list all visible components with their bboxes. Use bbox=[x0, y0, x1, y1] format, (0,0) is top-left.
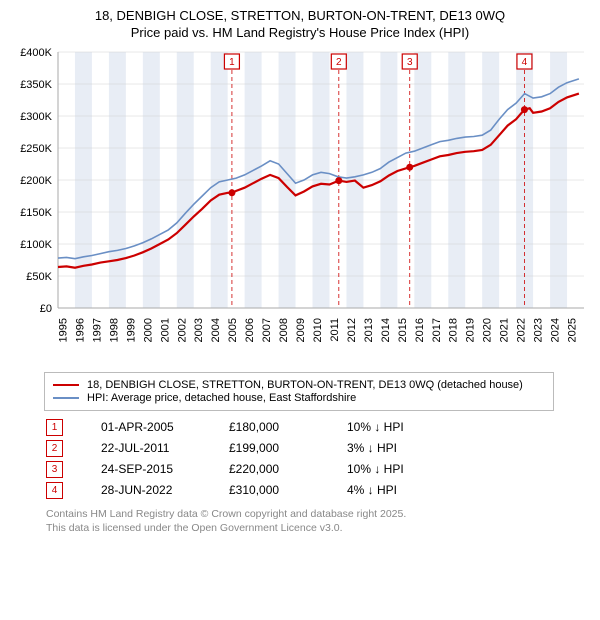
sale-marker-num: 2 bbox=[336, 57, 342, 68]
x-tick-label: 2002 bbox=[176, 318, 188, 342]
x-tick-label: 2019 bbox=[465, 318, 477, 342]
x-tick-label: 1998 bbox=[108, 318, 120, 342]
sales-marker: 3 bbox=[46, 461, 63, 478]
footnote-line-2: This data is licensed under the Open Gov… bbox=[46, 521, 590, 535]
x-tick-label: 1995 bbox=[57, 318, 69, 342]
x-tick-label: 2014 bbox=[380, 318, 392, 342]
x-tick-label: 2013 bbox=[363, 318, 375, 342]
legend-swatch bbox=[53, 384, 79, 386]
x-tick-label: 2011 bbox=[329, 318, 341, 342]
x-tick-label: 2022 bbox=[516, 318, 528, 342]
y-tick-label: £200K bbox=[20, 175, 52, 187]
x-tick-label: 2016 bbox=[414, 318, 426, 342]
title-block: 18, DENBIGH CLOSE, STRETTON, BURTON-ON-T… bbox=[10, 8, 590, 42]
sales-diff: 10% ↓ HPI bbox=[347, 420, 457, 434]
sales-row: 4 28-JUN-2022 £310,000 4% ↓ HPI bbox=[46, 482, 590, 499]
legend-swatch bbox=[53, 397, 79, 399]
title-line-2: Price paid vs. HM Land Registry's House … bbox=[10, 25, 590, 42]
y-tick-label: £150K bbox=[20, 207, 52, 219]
sales-marker: 4 bbox=[46, 482, 63, 499]
sales-marker: 1 bbox=[46, 419, 63, 436]
x-tick-label: 2018 bbox=[448, 318, 460, 342]
sales-marker: 2 bbox=[46, 440, 63, 457]
sales-diff: 10% ↓ HPI bbox=[347, 462, 457, 476]
sale-point bbox=[521, 106, 528, 113]
sales-row: 1 01-APR-2005 £180,000 10% ↓ HPI bbox=[46, 419, 590, 436]
x-tick-label: 2025 bbox=[567, 318, 579, 342]
x-tick-label: 2006 bbox=[244, 318, 256, 342]
legend: 18, DENBIGH CLOSE, STRETTON, BURTON-ON-T… bbox=[44, 372, 554, 411]
x-tick-label: 2009 bbox=[295, 318, 307, 342]
x-tick-label: 2001 bbox=[159, 318, 171, 342]
legend-label: HPI: Average price, detached house, East… bbox=[87, 392, 356, 404]
x-tick-label: 1996 bbox=[74, 318, 86, 342]
x-tick-label: 1997 bbox=[91, 318, 103, 342]
y-tick-label: £300K bbox=[20, 111, 52, 123]
sale-point bbox=[335, 177, 342, 184]
sales-date: 22-JUL-2011 bbox=[101, 441, 191, 455]
sale-marker-num: 1 bbox=[229, 57, 235, 68]
x-tick-label: 2024 bbox=[550, 318, 562, 342]
title-line-1: 18, DENBIGH CLOSE, STRETTON, BURTON-ON-T… bbox=[10, 8, 590, 25]
chart-container: 18, DENBIGH CLOSE, STRETTON, BURTON-ON-T… bbox=[0, 0, 600, 545]
sales-diff: 3% ↓ HPI bbox=[347, 441, 457, 455]
x-tick-label: 2003 bbox=[193, 318, 205, 342]
x-tick-label: 2004 bbox=[210, 318, 222, 342]
legend-row: 18, DENBIGH CLOSE, STRETTON, BURTON-ON-T… bbox=[53, 379, 545, 391]
y-tick-label: £0 bbox=[40, 303, 52, 315]
sales-table: 1 01-APR-2005 £180,000 10% ↓ HPI 2 22-JUL-201… bbox=[46, 419, 590, 499]
sale-point bbox=[228, 189, 235, 196]
sales-row: 2 22-JUL-2011 £199,000 3% ↓ HPI bbox=[46, 440, 590, 457]
footnote-line-1: Contains HM Land Registry data © Crown c… bbox=[46, 507, 590, 521]
x-tick-label: 2005 bbox=[227, 318, 239, 342]
x-tick-label: 2000 bbox=[142, 318, 154, 342]
chart-plot: £0 £50K £100K £150K £200K £250K £300K £350K £400… bbox=[10, 46, 590, 366]
x-tick-label: 2015 bbox=[397, 318, 409, 342]
x-tick-label: 2017 bbox=[431, 318, 443, 342]
sales-date: 01-APR-2005 bbox=[101, 420, 191, 434]
y-tick-label: £250K bbox=[20, 143, 52, 155]
sales-price: £199,000 bbox=[229, 441, 309, 455]
legend-row: HPI: Average price, detached house, East… bbox=[53, 392, 545, 404]
chart-svg: £0 £50K £100K £150K £200K £250K £300K £350K £400… bbox=[10, 46, 590, 366]
x-tick-label: 2012 bbox=[346, 318, 358, 342]
sales-row: 3 24-SEP-2015 £220,000 10% ↓ HPI bbox=[46, 461, 590, 478]
sales-diff: 4% ↓ HPI bbox=[347, 483, 457, 497]
y-tick-label: £50K bbox=[26, 271, 52, 283]
sale-marker-num: 4 bbox=[522, 57, 528, 68]
x-tick-label: 2020 bbox=[482, 318, 494, 342]
sales-date: 28-JUN-2022 bbox=[101, 483, 191, 497]
legend-label: 18, DENBIGH CLOSE, STRETTON, BURTON-ON-T… bbox=[87, 379, 523, 391]
sale-marker-num: 3 bbox=[407, 57, 413, 68]
sales-price: £180,000 bbox=[229, 420, 309, 434]
footnote: Contains HM Land Registry data © Crown c… bbox=[46, 507, 590, 535]
sales-price: £310,000 bbox=[229, 483, 309, 497]
x-tick-label: 2021 bbox=[499, 318, 511, 342]
x-tick-label: 2007 bbox=[261, 318, 273, 342]
sale-point bbox=[406, 163, 413, 170]
y-tick-label: £400K bbox=[20, 47, 52, 59]
sales-price: £220,000 bbox=[229, 462, 309, 476]
x-tick-label: 2010 bbox=[312, 318, 324, 342]
sales-date: 24-SEP-2015 bbox=[101, 462, 191, 476]
x-tick-label: 1999 bbox=[125, 318, 137, 342]
x-tick-label: 2008 bbox=[278, 318, 290, 342]
y-tick-label: £100K bbox=[20, 239, 52, 251]
x-tick-label: 2023 bbox=[533, 318, 545, 342]
y-tick-label: £350K bbox=[20, 79, 52, 91]
